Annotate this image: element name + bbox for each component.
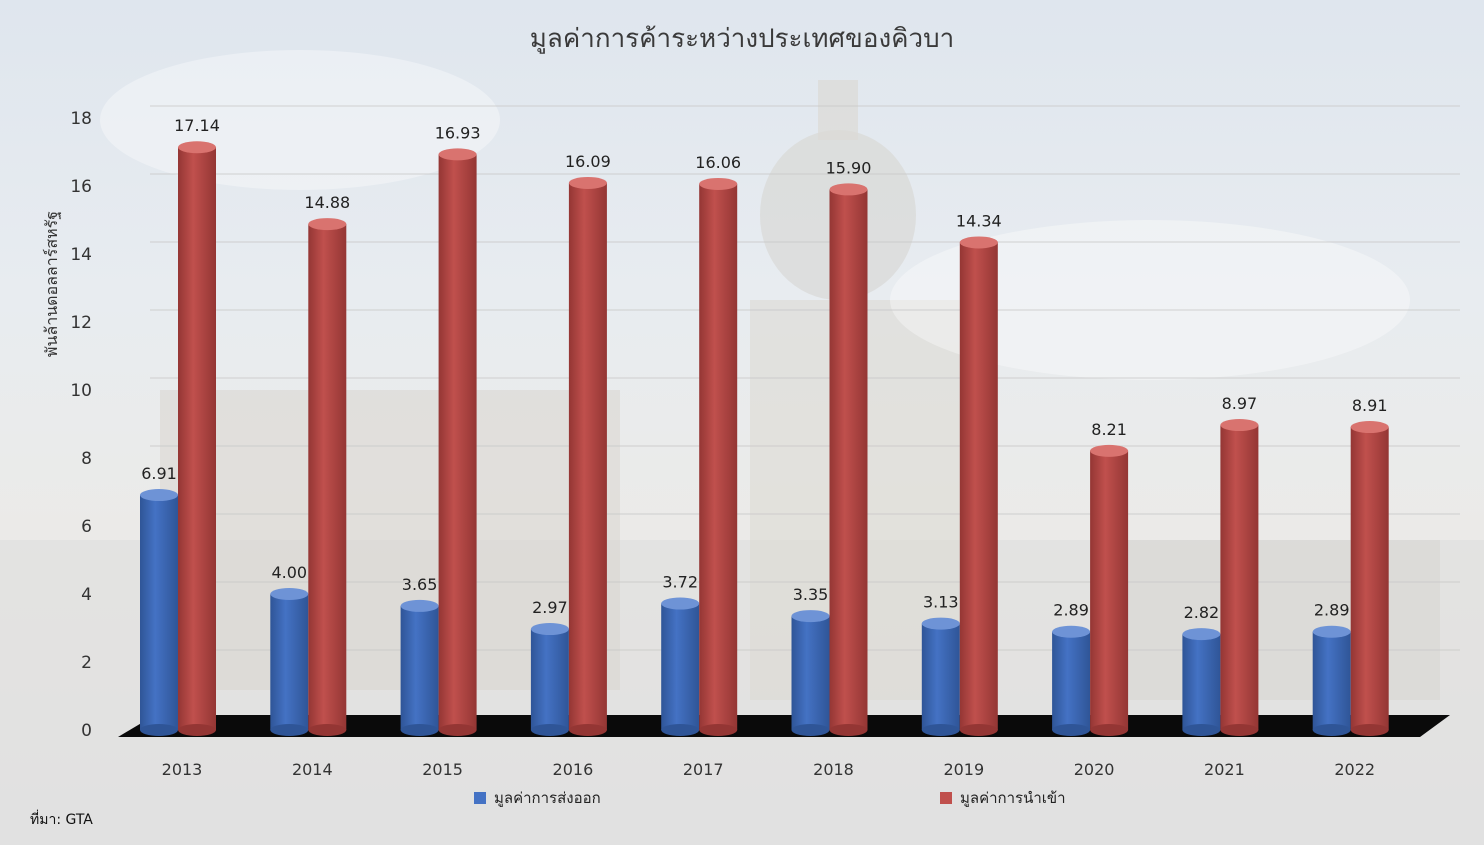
y-tick-10: 10	[70, 381, 92, 401]
x-tick-2014: 2014	[292, 760, 333, 779]
legend-label-export: มูลค่าการส่งออก	[494, 789, 601, 807]
data-label-export-2022: 2.89	[1314, 601, 1350, 620]
data-label-import-2014: 14.88	[304, 193, 350, 212]
data-label-import-2022: 8.91	[1352, 396, 1388, 415]
bar-export-2022	[1312, 625, 1351, 736]
bar-export-2016	[530, 623, 569, 736]
bar-export-2021	[1182, 628, 1221, 736]
data-label-import-2017: 16.06	[695, 153, 741, 172]
data-label-import-2021: 8.97	[1222, 394, 1258, 413]
bar-import-2015	[438, 148, 477, 736]
data-label-export-2016: 2.97	[532, 598, 568, 617]
bar-export-2020	[1052, 625, 1091, 736]
x-tick-2017: 2017	[683, 760, 724, 779]
bar-export-2019	[921, 617, 960, 736]
data-label-export-2013: 6.91	[141, 464, 177, 483]
bars	[140, 141, 1389, 736]
chart-title: มูลค่าการค้าระหว่างประเทศของคิวบา	[529, 24, 955, 54]
x-tick-2019: 2019	[943, 760, 984, 779]
y-tick-12: 12	[70, 313, 92, 333]
bar-import-2013	[178, 141, 216, 736]
y-tick-labels: 0 2 4 6 8 10 12 14 16 18	[70, 109, 92, 741]
y-tick-0: 0	[81, 721, 92, 741]
bar-import-2014	[308, 218, 347, 736]
data-label-export-2020: 2.89	[1053, 601, 1089, 620]
bar-export-2015	[400, 599, 439, 736]
bar-import-2021	[1220, 419, 1259, 736]
bar-export-2017	[661, 597, 700, 736]
data-label-export-2014: 4.00	[271, 563, 307, 582]
x-tick-2022: 2022	[1334, 760, 1375, 779]
x-tick-2015: 2015	[422, 760, 463, 779]
bar-export-2014	[270, 588, 309, 736]
y-tick-14: 14	[70, 245, 92, 265]
data-label-export-2015: 3.65	[402, 575, 438, 594]
gridlines	[150, 105, 1460, 651]
y-axis-label: พันล้านดอลลาร์สหรัฐ	[42, 210, 61, 358]
y-tick-16: 16	[70, 177, 92, 197]
data-label-import-2019: 14.34	[956, 211, 1002, 230]
legend-swatch-import	[940, 792, 952, 804]
data-label-export-2017: 3.72	[662, 573, 698, 592]
bar-import-2017	[699, 177, 738, 736]
legend-label-import: มูลค่าการนำเข้า	[960, 789, 1066, 807]
bar-import-2020	[1090, 444, 1129, 736]
legend-item-export: มูลค่าการส่งออก	[474, 786, 601, 810]
x-tick-2013: 2013	[162, 760, 203, 779]
x-tick-2018: 2018	[813, 760, 854, 779]
data-label-export-2018: 3.35	[793, 585, 829, 604]
data-labels: 6.91 17.14 4.00 14.88 3.65 16.93 2.97 16.09 3.72…	[141, 116, 1387, 622]
bar-import-2022	[1350, 421, 1389, 736]
y-tick-18: 18	[70, 109, 92, 129]
x-tick-2016: 2016	[553, 760, 594, 779]
bar-import-2019	[959, 236, 998, 736]
data-label-import-2018: 15.90	[826, 158, 872, 177]
x-tick-labels: 2013 2014 2015 2016 2017 2018 2019 2020 2021 2022	[162, 760, 1375, 779]
y-tick-2: 2	[81, 653, 92, 673]
y-tick-6: 6	[81, 517, 92, 537]
data-label-import-2013: 17.14	[174, 116, 220, 135]
data-label-export-2019: 3.13	[923, 593, 959, 612]
y-tick-4: 4	[81, 585, 92, 605]
bar-import-2016	[568, 176, 607, 736]
source-note: ที่มา: GTA	[30, 812, 93, 828]
bar-export-2013	[140, 489, 178, 736]
bar-export-2018	[791, 610, 830, 736]
bar-import-2018	[829, 183, 868, 736]
legend-item-import: มูลค่าการนำเข้า	[940, 786, 1066, 810]
data-label-import-2015: 16.93	[435, 123, 481, 142]
legend-swatch-export	[474, 792, 486, 804]
x-tick-2021: 2021	[1204, 760, 1245, 779]
data-label-import-2016: 16.09	[565, 152, 611, 171]
data-label-import-2020: 8.21	[1091, 420, 1127, 439]
data-label-export-2021: 2.82	[1184, 603, 1220, 622]
y-tick-8: 8	[81, 449, 92, 469]
x-tick-2020: 2020	[1074, 760, 1115, 779]
